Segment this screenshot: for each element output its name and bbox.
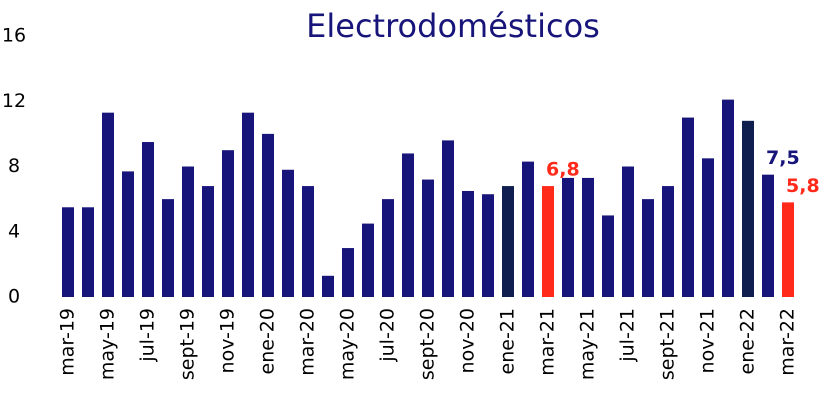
- bar: [82, 207, 94, 297]
- x-tick-label: nov-19: [217, 308, 239, 373]
- x-tick-label: mar-19: [57, 308, 79, 376]
- x-tick-label: nov-20: [457, 308, 479, 373]
- bar: [782, 202, 794, 297]
- x-tick-label: may-19: [97, 308, 119, 380]
- chart-title: Electrodomésticos: [306, 7, 600, 45]
- x-tick-label: sept-20: [417, 308, 439, 380]
- bar: [142, 142, 154, 297]
- bar: [682, 117, 694, 297]
- y-tick-label: 0: [8, 286, 20, 308]
- value-label: 6,8: [546, 159, 580, 181]
- bar: [262, 133, 274, 297]
- bar: [422, 179, 434, 297]
- x-tick-label: jul-20: [377, 308, 399, 363]
- x-tick-label: mar-22: [777, 308, 799, 376]
- bar: [522, 161, 534, 297]
- value-label: 7,5: [766, 147, 800, 169]
- bar: [502, 186, 514, 297]
- bar: [322, 275, 334, 297]
- bar: [462, 190, 474, 297]
- bar: [382, 199, 394, 297]
- bar: [602, 215, 614, 297]
- bar: [442, 140, 454, 297]
- y-tick-label: 4: [8, 220, 20, 242]
- x-tick-label: jul-19: [137, 308, 159, 363]
- value-label: 5,8: [786, 175, 820, 197]
- bar: [622, 166, 634, 297]
- bar: [482, 194, 494, 297]
- bar: [182, 166, 194, 297]
- x-tick-label: may-20: [337, 308, 359, 380]
- bar: [562, 177, 574, 297]
- y-tick-label: 16: [2, 25, 26, 47]
- x-tick-label: ene-22: [737, 308, 759, 374]
- bar: [402, 153, 414, 297]
- bar: [222, 150, 234, 297]
- bar: [202, 186, 214, 297]
- bar: [742, 120, 754, 297]
- x-tick-label: sept-19: [177, 308, 199, 380]
- bar: [302, 186, 314, 297]
- bar: [642, 199, 654, 297]
- bar: [342, 248, 354, 297]
- bar: [702, 158, 714, 297]
- x-tick-label: sept-21: [657, 308, 679, 380]
- bar: [62, 207, 74, 297]
- bar: [102, 112, 114, 297]
- y-tick-label: 8: [8, 155, 20, 177]
- bar: [282, 169, 294, 297]
- bar: [242, 112, 254, 297]
- bar: [722, 99, 734, 298]
- bar: [762, 174, 774, 297]
- x-tick-label: mar-21: [537, 308, 559, 376]
- x-tick-label: nov-21: [697, 308, 719, 373]
- x-tick-label: ene-21: [497, 308, 519, 374]
- x-tick-label: ene-20: [257, 308, 279, 374]
- bar: [362, 223, 374, 297]
- bar: [542, 186, 554, 297]
- y-tick-label: 12: [2, 90, 26, 112]
- x-tick-label: mar-20: [297, 308, 319, 376]
- bar: [122, 171, 134, 297]
- x-tick-label: jul-21: [617, 308, 639, 363]
- bar: [662, 186, 674, 297]
- bar: [582, 177, 594, 297]
- x-tick-label: may-21: [577, 308, 599, 380]
- bar: [162, 199, 174, 297]
